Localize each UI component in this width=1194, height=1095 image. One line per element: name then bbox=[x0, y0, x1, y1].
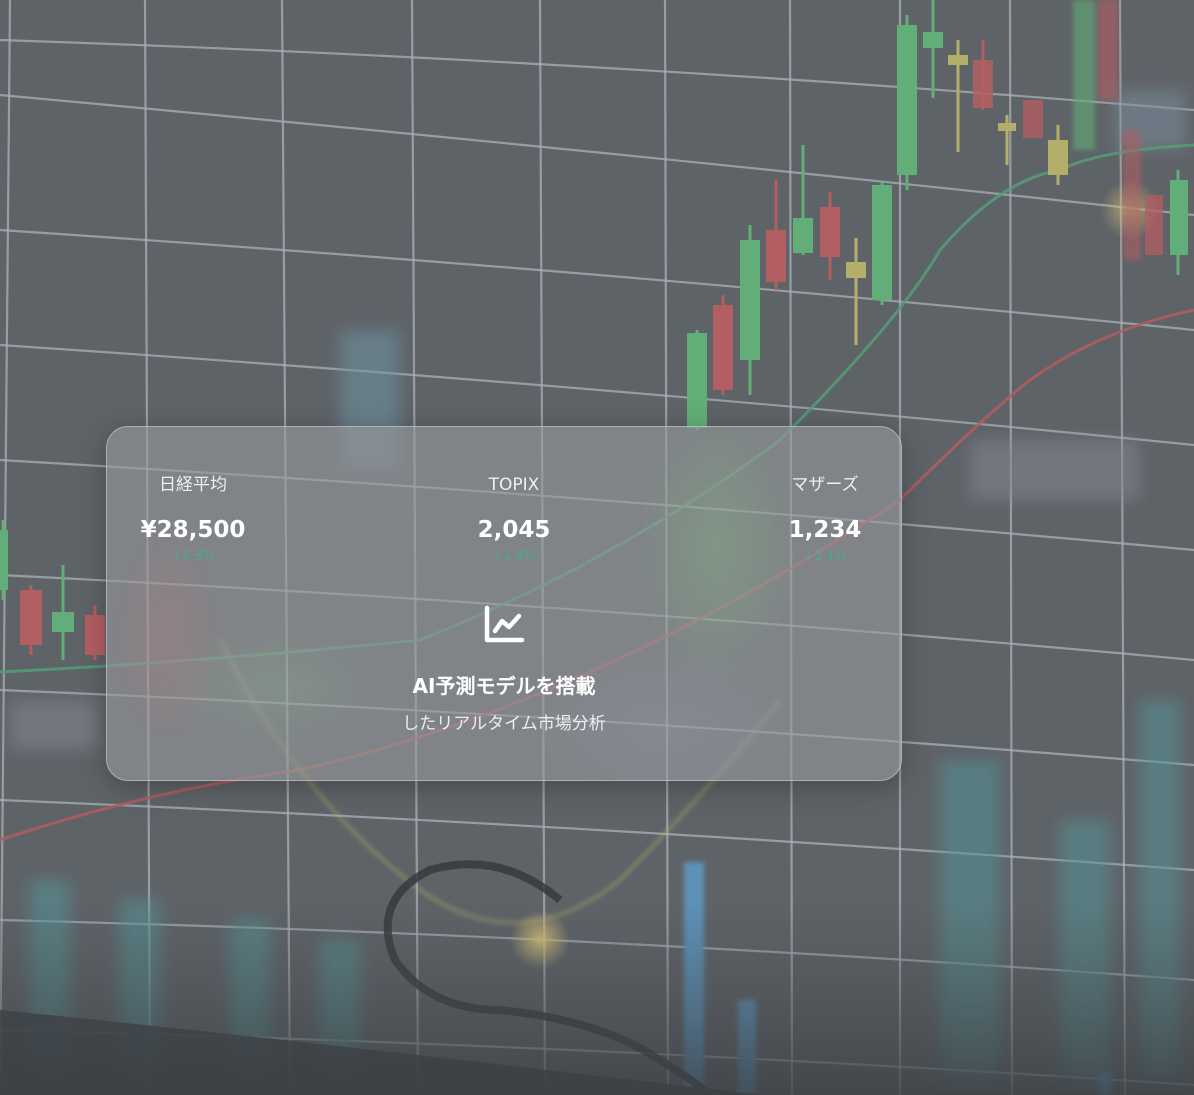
market-name: TOPIX bbox=[488, 475, 540, 495]
market-value: 2,045 bbox=[477, 517, 551, 543]
line-chart-icon bbox=[484, 605, 525, 643]
feature-subtitle: したリアルタイム市場分析 bbox=[402, 714, 606, 734]
market-value: 1,234 bbox=[788, 517, 862, 543]
market-stat-topix: TOPIX 2,045 +1.8% bbox=[424, 473, 604, 567]
market-change: +3.1% bbox=[803, 549, 847, 564]
market-stat-nikkei: 日経平均 ¥28,500 +2.3% bbox=[107, 473, 283, 567]
market-name: 日経平均 bbox=[159, 475, 227, 495]
market-stat-mothers: マザーズ 1,234 +3.1% bbox=[735, 473, 901, 567]
market-name: マザーズ bbox=[791, 475, 859, 495]
feature-title: AI予測モデルを搭載 bbox=[412, 674, 596, 698]
market-change: +2.3% bbox=[171, 549, 215, 564]
market-summary-card: 日経平均 ¥28,500 +2.3% TOPIX 2,045 +1.8% マザー… bbox=[106, 426, 902, 781]
market-value: ¥28,500 bbox=[140, 517, 246, 543]
candlesticks bbox=[0, 0, 1188, 660]
market-change: +1.8% bbox=[492, 549, 536, 564]
